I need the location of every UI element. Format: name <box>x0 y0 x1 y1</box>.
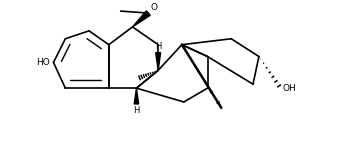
Text: O: O <box>150 3 157 12</box>
Polygon shape <box>156 53 161 70</box>
Polygon shape <box>134 88 139 104</box>
Polygon shape <box>132 11 150 27</box>
Text: H: H <box>155 42 161 51</box>
Text: OH: OH <box>283 84 297 93</box>
Text: H: H <box>133 106 140 115</box>
Text: HO: HO <box>36 58 50 67</box>
